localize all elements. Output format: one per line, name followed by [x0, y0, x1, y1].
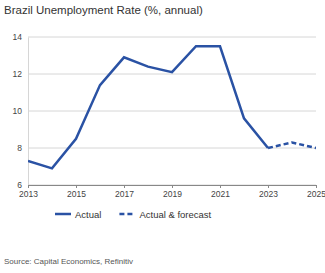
legend-label: Actual	[75, 209, 101, 220]
x-tick: 2023	[259, 185, 278, 199]
x-tick-label: 2017	[115, 189, 134, 199]
x-tick-mark	[28, 185, 29, 188]
plot-area	[28, 46, 316, 168]
x-tick-label: 2015	[67, 189, 86, 199]
y-tick-label: 12	[13, 69, 23, 79]
x-tick: 2015	[67, 185, 86, 199]
x-tick-mark	[220, 185, 221, 188]
x-tick-label: 2021	[211, 189, 230, 199]
x-tick: 2025	[307, 185, 325, 199]
legend-swatch	[55, 213, 71, 216]
line-series	[268, 142, 316, 148]
y-tick: 8	[17, 143, 28, 153]
x-tick-mark	[76, 185, 77, 188]
x-tick-mark	[316, 185, 317, 188]
x-tick-mark	[172, 185, 173, 188]
x-tick-mark	[124, 185, 125, 188]
x-tick-mark	[268, 185, 269, 188]
chart: Brazil Unemployment Rate (%, annual)6810…	[0, 0, 325, 273]
y-tick: 10	[13, 106, 28, 116]
x-tick: 2013	[19, 185, 38, 199]
title: Brazil Unemployment Rate (%, annual)	[4, 4, 203, 16]
y-tick-label: 10	[13, 106, 23, 116]
x-tick-label: 2019	[163, 189, 182, 199]
y-tick-label: 14	[13, 32, 23, 42]
legend-item: Actual	[55, 209, 101, 220]
x-tick: 2019	[163, 185, 182, 199]
y-tick: 12	[13, 69, 28, 79]
y-tick: 14	[13, 32, 28, 42]
x-tick: 2021	[211, 185, 230, 199]
y-tick-label: 8	[17, 143, 22, 153]
legend-item: Actual & forecast	[119, 209, 211, 220]
source: Source: Capital Economics, Refinitiv	[4, 257, 133, 266]
y-axis-line	[28, 38, 29, 186]
grid	[28, 37, 316, 185]
x-axis-line	[29, 186, 317, 189]
grid-line	[28, 74, 316, 75]
legend-swatch	[119, 213, 135, 216]
legend: Actual Actual & forecast	[55, 209, 212, 220]
grid-line	[28, 37, 316, 38]
x-tick-label: 2013	[19, 189, 38, 199]
x-axis: 2013 2015 2017 2019 2021 2023 2025	[19, 185, 325, 199]
y-axis: 68101214	[13, 32, 29, 190]
x-tick: 2017	[115, 185, 134, 199]
grid-line	[28, 111, 316, 112]
line-series	[28, 46, 268, 168]
x-tick-label: 2023	[259, 189, 278, 199]
legend-label: Actual & forecast	[139, 209, 211, 220]
x-tick-label: 2025	[307, 189, 325, 199]
